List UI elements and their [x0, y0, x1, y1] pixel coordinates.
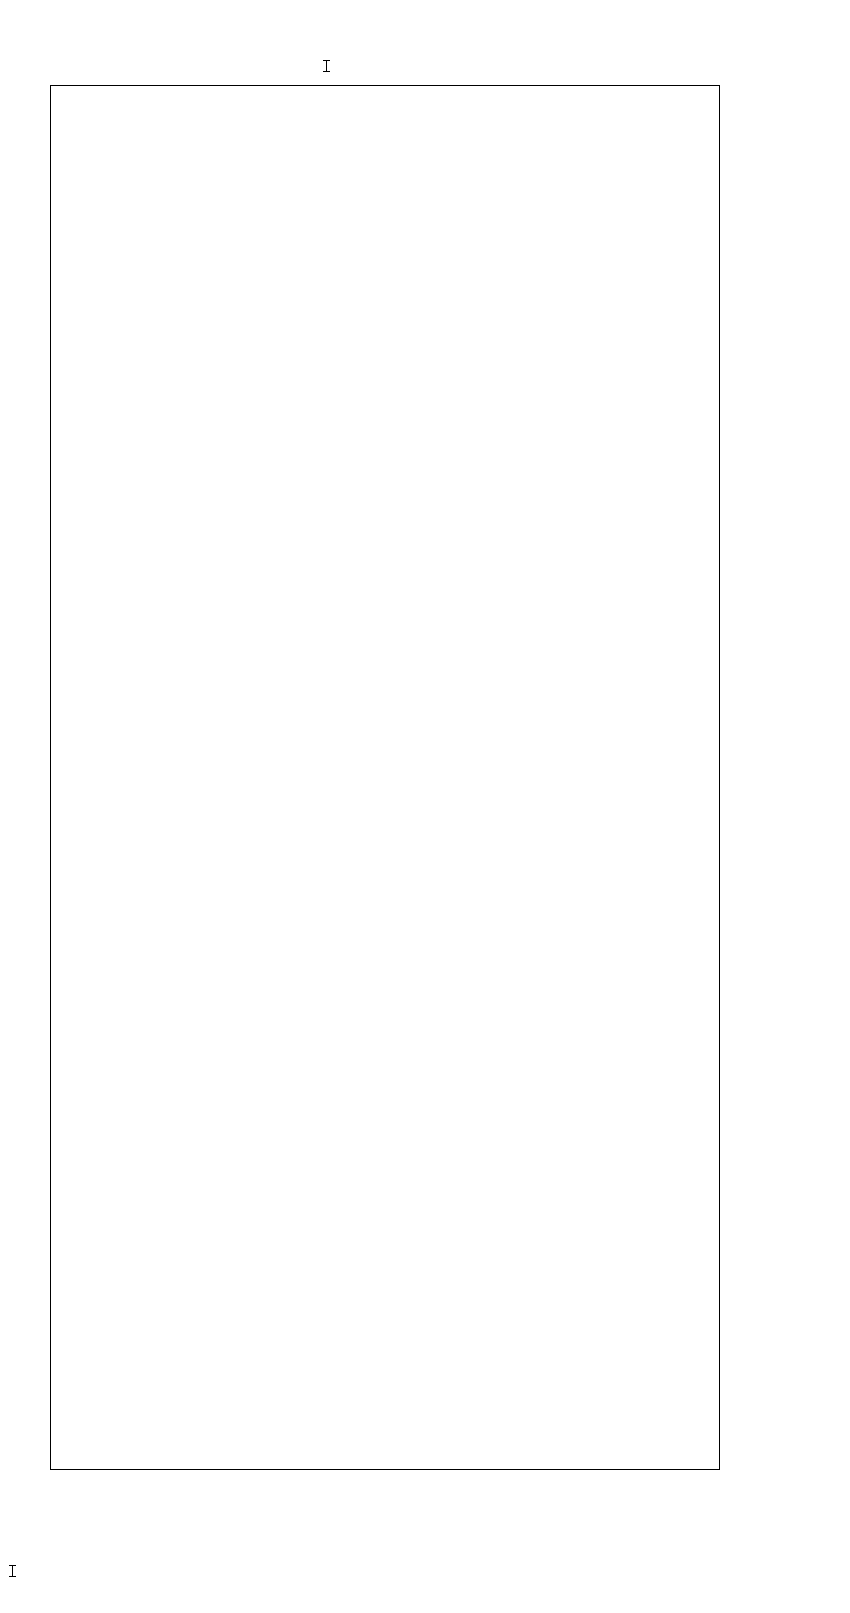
footer-scale-bar-icon [12, 1565, 13, 1577]
seismogram-plot [50, 85, 720, 1470]
scale-bar-icon [326, 60, 327, 72]
seismogram-canvas [51, 86, 721, 1471]
